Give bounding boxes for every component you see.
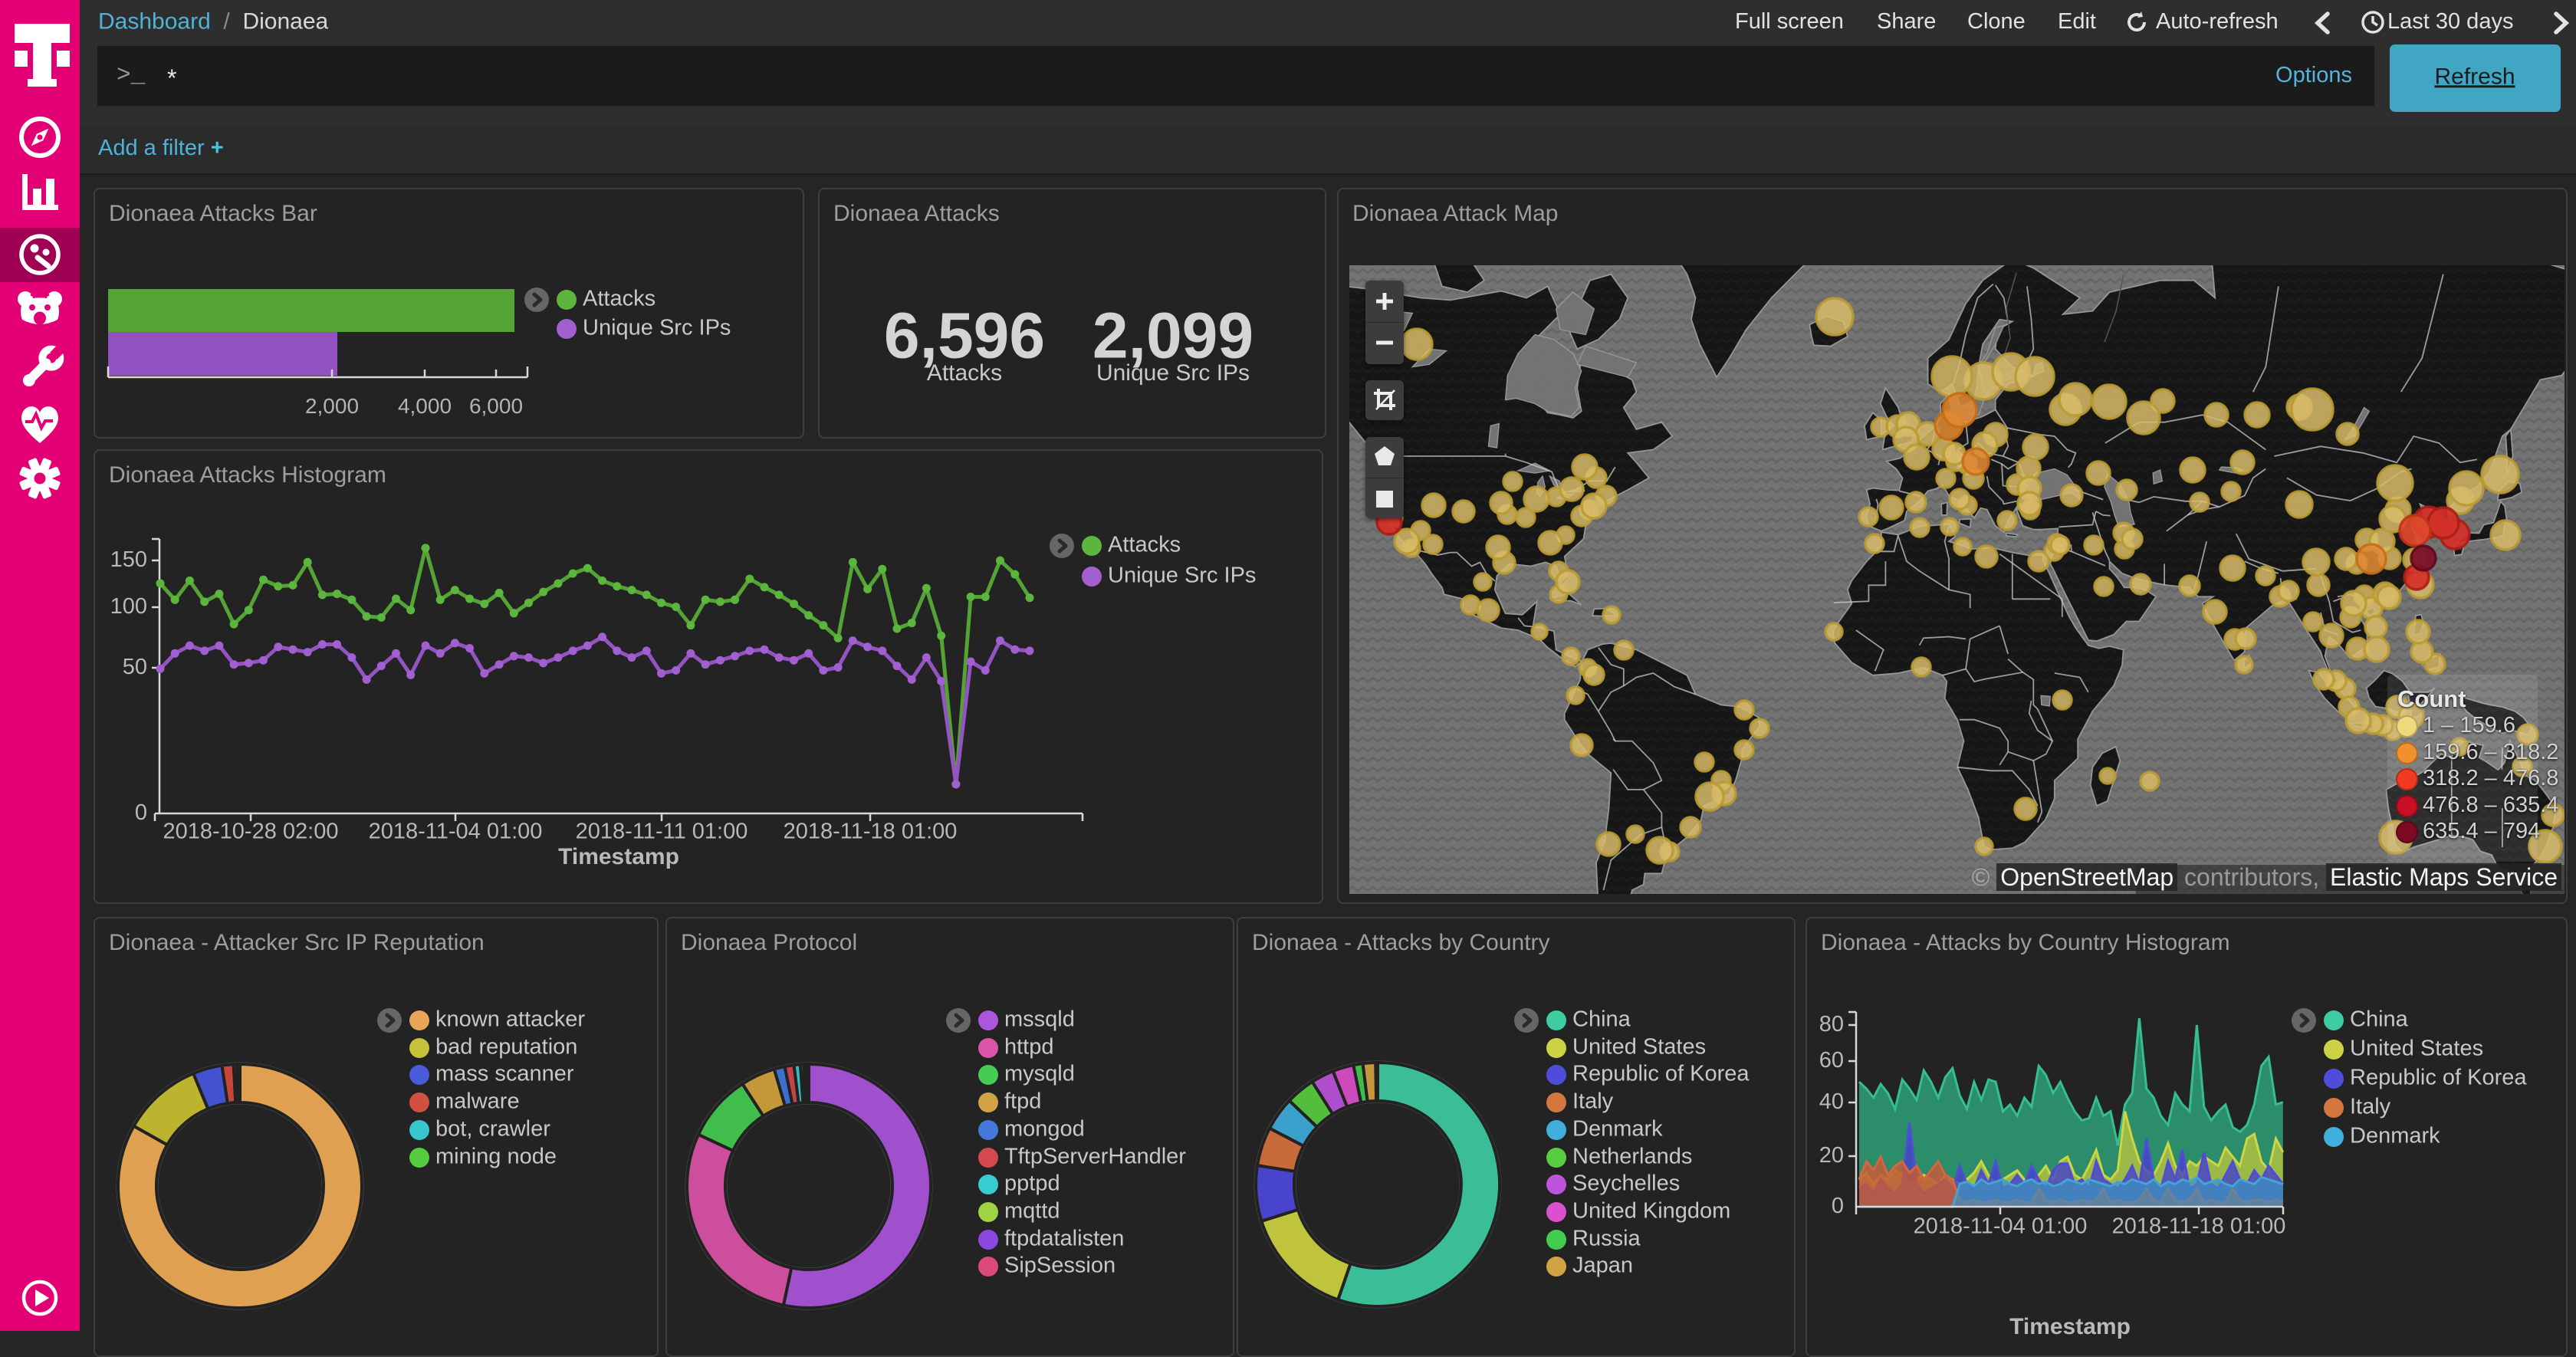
- svg-text:2,000: 2,000: [305, 394, 359, 418]
- svg-text:6,000: 6,000: [469, 394, 523, 418]
- svg-text:4,000: 4,000: [398, 394, 452, 418]
